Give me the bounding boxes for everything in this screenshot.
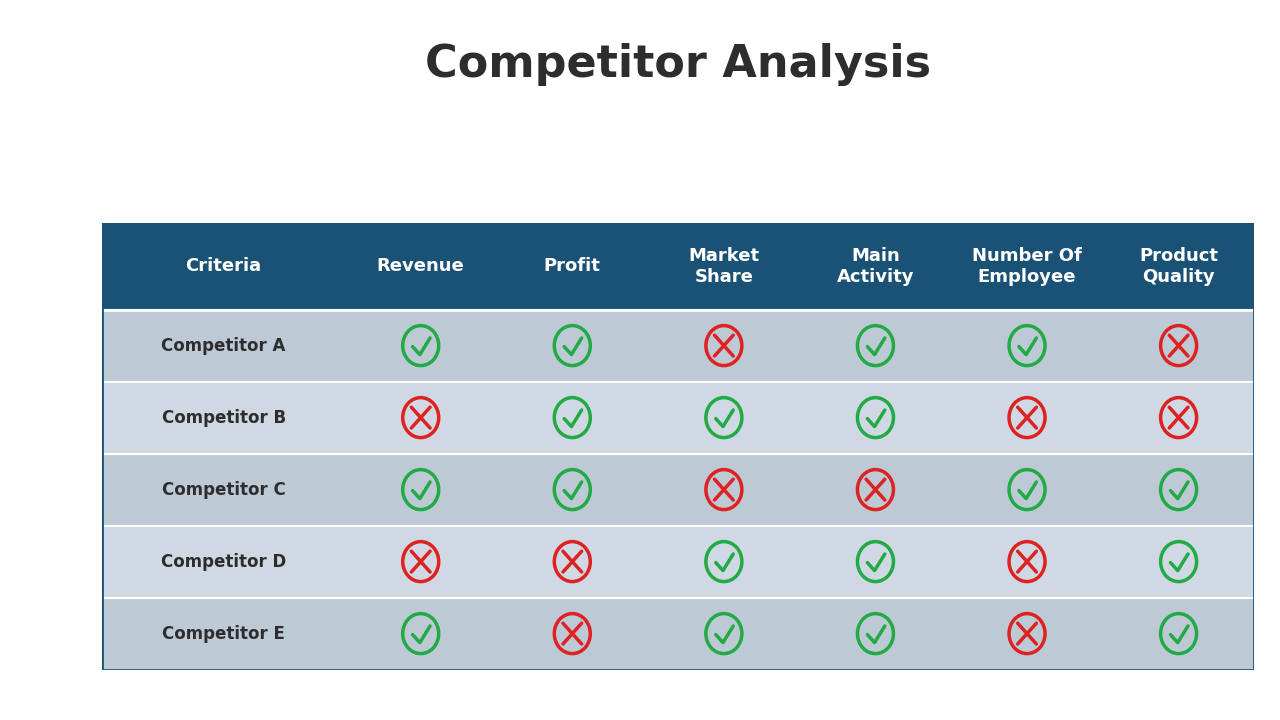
Text: Competitor C: Competitor C <box>161 481 285 498</box>
Text: Competitor A: Competitor A <box>161 337 285 355</box>
Bar <box>102 454 1254 526</box>
Bar <box>102 598 1254 670</box>
Text: Number Of
Employee: Number Of Employee <box>972 247 1082 286</box>
Text: Profit: Profit <box>544 257 600 275</box>
Bar <box>102 310 1254 382</box>
Text: Revenue: Revenue <box>376 257 465 275</box>
Bar <box>102 526 1254 598</box>
Text: Competitor D: Competitor D <box>161 553 287 570</box>
Text: Competitor B: Competitor B <box>161 409 285 426</box>
Bar <box>102 223 1254 310</box>
Text: Competitor E: Competitor E <box>163 624 285 642</box>
Bar <box>102 382 1254 454</box>
Text: Competitor Analysis: Competitor Analysis <box>425 43 932 86</box>
Text: Market
Share: Market Share <box>689 247 759 286</box>
Text: Main
Activity: Main Activity <box>837 247 914 286</box>
Text: Criteria: Criteria <box>186 257 261 275</box>
Text: Product
Quality: Product Quality <box>1139 247 1219 286</box>
